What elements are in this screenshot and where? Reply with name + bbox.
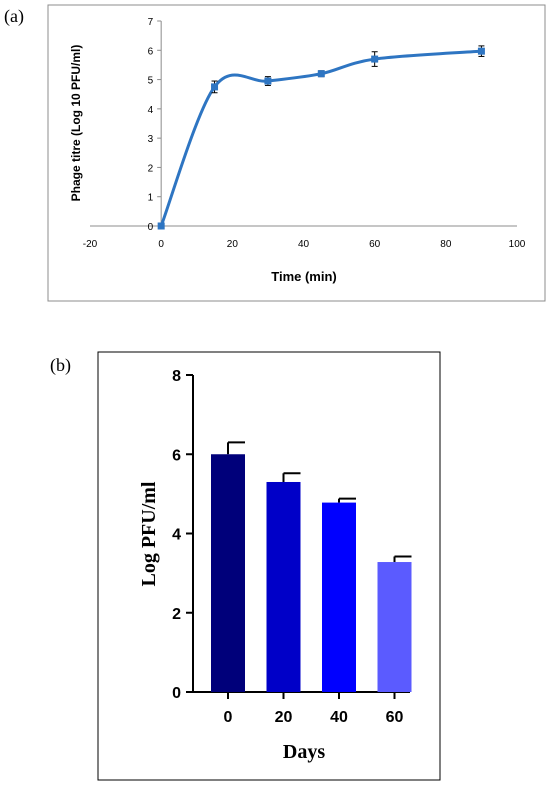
chart-b-y-tick-label: 8 [172,368,181,385]
chart-b-bar [377,562,412,692]
chart-b-x-ticks: 0 20 40 60 [224,692,404,726]
chart-a-point [264,77,272,85]
chart-a-y-ticks: 0 1 2 3 4 5 6 7 [148,17,162,233]
panel-b-label: (b) [50,355,71,375]
chart-a-y-label: Phage titre (Log 10 PFU/ml) [69,45,83,202]
chart-a-y-tick-label: 4 [148,105,154,116]
chart-b-y-label: Log PFU/ml [138,481,160,586]
chart-b-x-tick-label: 40 [330,709,348,726]
chart-a-y-tick-label: 7 [148,17,154,28]
panel-a-label: (a) [4,6,24,26]
chart-a: -20 0 20 40 60 80 100 0 1 2 3 4 5 6 7 Time (min) Phag… [47,4,546,302]
chart-a-y-tick-label: 2 [148,163,154,174]
chart-b-y-tick-label: 2 [172,606,181,623]
chart-a-y-tick-label: 5 [148,76,154,87]
chart-b-bar [322,502,356,692]
chart-a-x-tick-label: 20 [227,239,239,250]
chart-a-frame [47,4,546,302]
chart-b-bar [211,454,245,692]
chart-b-bar [266,481,301,692]
chart-a-point [371,55,379,63]
chart-a-points [157,45,485,230]
chart-b-x-tick-label: 20 [275,709,293,726]
chart-b-x-tick-label: 60 [386,709,404,726]
chart-a-point [317,70,325,78]
chart-b-y-ticks: 0 2 4 6 8 [172,368,193,702]
chart-a-point [477,47,485,55]
chart-a-series-line [159,49,482,227]
chart-b-bars [211,441,412,692]
chart-a-x-tick-label: -20 [83,239,98,250]
chart-b-x-tick-label: 0 [224,709,233,726]
chart-a-x-tick-label: 0 [158,239,164,250]
chart-a-x-ticks: -20 0 20 40 60 80 100 [83,239,526,250]
chart-a-x-label: Time (min) [271,269,337,284]
chart-b-y-tick-label: 6 [172,447,181,464]
chart-a-x-tick-label: 100 [509,239,526,250]
chart-a-x-tick-label: 60 [369,239,381,250]
chart-a-y-tick-label: 0 [148,222,154,233]
chart-a-y-tick-label: 6 [148,46,154,57]
chart-a-point [211,83,219,91]
chart-a-x-tick-label: 80 [440,239,452,250]
chart-b-y-tick-label: 4 [172,527,181,544]
chart-b-x-label: Days [283,741,325,763]
chart-b-y-tick-label: 0 [172,685,181,702]
chart-a-y-tick-label: 3 [148,134,154,145]
chart-b: 0 2 4 6 8 0 20 40 60 Days Log PFU/ml [97,351,441,781]
chart-a-point [157,222,165,230]
chart-a-y-tick-label: 1 [148,193,154,204]
chart-a-x-tick-label: 40 [298,239,310,250]
